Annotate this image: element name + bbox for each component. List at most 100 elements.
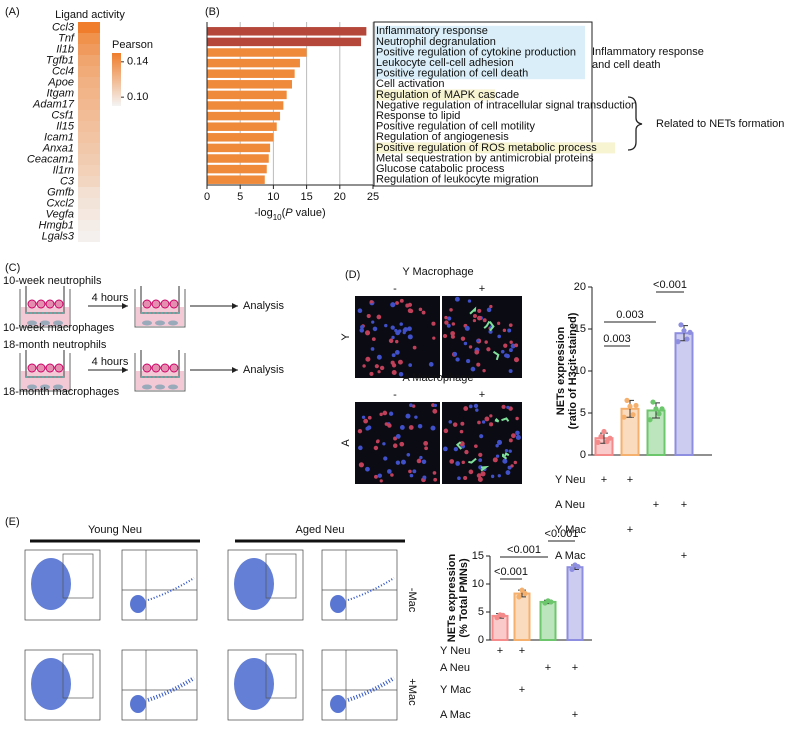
ligand-label: Tgfb1	[46, 54, 74, 66]
nucleus	[407, 326, 412, 332]
nucleus	[466, 359, 471, 364]
condition-sign: +	[627, 474, 633, 486]
net	[503, 452, 510, 457]
nucleus	[390, 325, 395, 330]
nucleus	[484, 340, 488, 344]
nucleus	[443, 428, 449, 434]
group-title: Aged Neu	[296, 524, 345, 536]
data-point	[522, 590, 528, 597]
nucleus	[476, 362, 481, 367]
colorbar	[112, 53, 121, 106]
y-tick-label: 10	[472, 578, 484, 590]
term-highlight	[375, 57, 585, 69]
nucleus	[455, 461, 461, 466]
data-point	[650, 399, 656, 405]
nucleus	[414, 415, 418, 419]
nucleus	[449, 308, 453, 312]
nucleus	[497, 334, 502, 339]
y-tick-label: 20	[574, 281, 586, 293]
nucleus	[391, 370, 397, 375]
heatmap-cell	[78, 198, 100, 209]
term-label: Regulation of angiogenesis	[376, 131, 509, 143]
nucleus	[371, 320, 375, 324]
nucleus	[384, 323, 388, 328]
bar	[207, 37, 362, 47]
nucleus	[507, 465, 512, 470]
nucleus	[399, 441, 405, 447]
condition-sign: +	[681, 550, 687, 562]
data-point	[656, 411, 662, 417]
p-value: <0.001	[494, 566, 528, 578]
nucleus	[473, 403, 479, 409]
nucleus	[375, 440, 380, 444]
nucleus	[433, 403, 438, 408]
nucleus	[391, 353, 396, 358]
y-tick-label: 15	[574, 323, 586, 335]
insert	[140, 286, 180, 314]
bar	[539, 600, 557, 641]
nucleus	[459, 429, 464, 434]
condition-sign: +	[572, 709, 578, 721]
data-point	[624, 397, 630, 403]
macrophage	[168, 384, 178, 390]
nucleus	[377, 370, 381, 374]
data-point	[569, 566, 575, 573]
sign: +	[479, 283, 485, 295]
ligand-label: Hmgb1	[39, 219, 74, 231]
well	[134, 289, 186, 328]
bar	[674, 332, 694, 457]
nucleus	[364, 330, 371, 336]
nucleus	[475, 408, 479, 412]
nucleus	[464, 449, 469, 455]
condition-sign: +	[519, 684, 525, 696]
nucleus	[392, 443, 398, 448]
ligand-label: Tnf	[58, 32, 75, 44]
nucleus	[428, 362, 434, 367]
condition-sign: +	[519, 645, 525, 657]
time: 4 hours	[92, 292, 129, 304]
ligand-label: Il1b	[56, 43, 74, 55]
ligand-label: Ceacam1	[27, 153, 74, 165]
bar	[207, 80, 292, 89]
nucleus	[432, 408, 438, 414]
x-axis-label-part: (	[282, 207, 286, 219]
nucleus	[490, 474, 495, 479]
y-tick-label: 15	[472, 550, 484, 562]
nucleus	[511, 433, 516, 439]
net	[501, 453, 508, 460]
nucleus	[369, 371, 374, 376]
nucleus	[515, 434, 521, 441]
y-tick-label: 0	[580, 449, 586, 461]
macrophage	[27, 384, 37, 390]
p-value: 0.003	[603, 333, 631, 345]
nucleus	[405, 413, 411, 419]
term-label: Neutrophil degranulation	[376, 36, 496, 48]
nucleus	[373, 445, 379, 451]
nucleus	[481, 420, 486, 424]
nucleus	[447, 316, 452, 321]
term-label: Regulation of MAPK cascade	[376, 89, 519, 101]
nucleus	[443, 446, 448, 452]
data-point	[687, 329, 693, 335]
term-label: Positive regulation of ROS metabolic pro…	[376, 142, 597, 154]
term-box	[373, 21, 593, 187]
nucleus	[468, 404, 473, 409]
nucleus	[468, 345, 473, 349]
population	[31, 658, 71, 710]
panel-label: (C)	[5, 262, 20, 274]
nucleus	[403, 327, 408, 332]
ligand-label: Anxa1	[42, 142, 74, 154]
bar	[207, 111, 281, 121]
ligand-label: Adam17	[32, 98, 75, 110]
p-value: <0.001	[507, 544, 541, 556]
y-axis-label-line: NETs expression	[555, 327, 567, 416]
x-axis-label-part: P	[285, 207, 293, 219]
nucleus	[489, 414, 493, 418]
nucleus	[442, 333, 448, 339]
condition-sign: +	[497, 645, 503, 657]
bar	[207, 101, 284, 110]
bar	[491, 614, 509, 641]
term-label: Response to lipid	[376, 110, 460, 122]
nucleus	[472, 318, 477, 323]
nucleus	[366, 425, 372, 430]
